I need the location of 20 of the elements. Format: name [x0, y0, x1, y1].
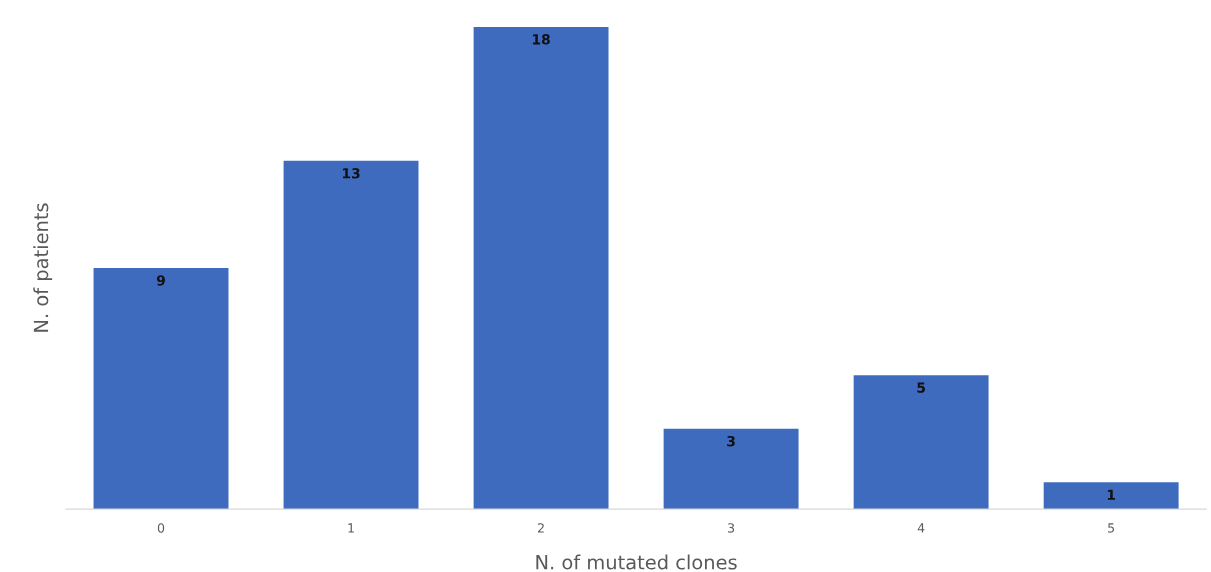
- data-label: 1: [1107, 489, 1116, 500]
- x-tick-label: 3: [728, 523, 735, 533]
- data-label: 13: [342, 168, 360, 179]
- data-label: 9: [156, 275, 165, 286]
- bar: [93, 267, 229, 510]
- bar: [473, 26, 609, 510]
- x-tick-label: 1: [348, 523, 354, 533]
- x-axis-title: N. of mutated clones: [536, 554, 737, 570]
- data-label: 5: [917, 382, 925, 393]
- bar: [283, 160, 419, 510]
- x-tick-label: 5: [1108, 523, 1115, 533]
- data-label: 3: [727, 435, 735, 447]
- y-axis-title: N. of patients: [33, 203, 53, 332]
- bar: [1043, 482, 1179, 510]
- x-tick-label: 2: [538, 523, 544, 533]
- bar: [663, 428, 799, 510]
- x-tick-label: 0: [157, 523, 165, 533]
- bar: [853, 375, 989, 510]
- x-tick-label: 4: [917, 523, 925, 533]
- data-label: 18: [532, 34, 550, 45]
